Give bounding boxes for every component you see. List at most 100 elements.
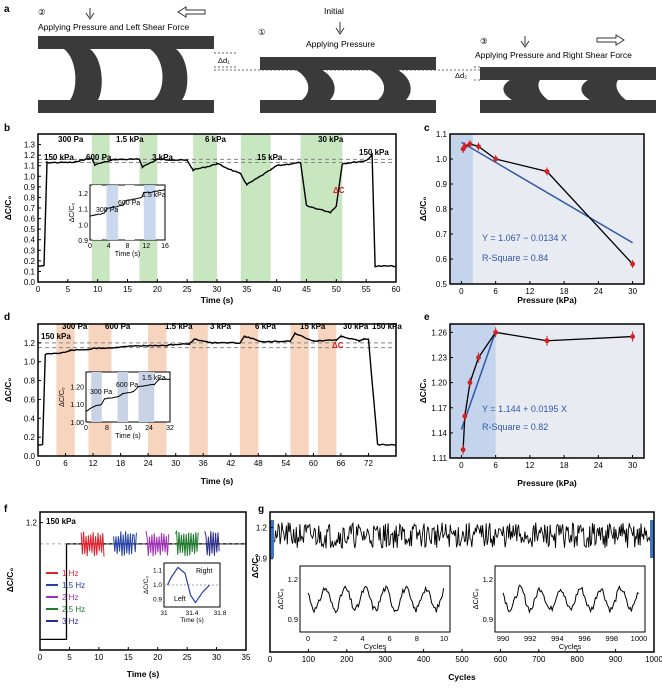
x-tick-label: 18: [116, 459, 125, 468]
x-tick-label: 30: [628, 461, 637, 470]
pb-band: [300, 134, 343, 282]
down-arrow-icon: [520, 36, 530, 48]
left-arrow-icon: [177, 6, 206, 18]
y-tick-label: 0.2: [24, 257, 36, 266]
y-tick-label: 1.11: [432, 454, 448, 463]
pc-fit-equation: Y = 1.067 − 0.0134 X: [482, 233, 567, 243]
y-tick-label: 0.6: [24, 215, 36, 224]
x-tick-label: 700: [532, 655, 546, 664]
y-tick-label: 0.6: [436, 255, 448, 264]
pe-low-pressure-band: [450, 324, 496, 458]
pb-bands: [91, 134, 343, 282]
x-tick-label: 0: [459, 287, 464, 296]
pd-band: [290, 324, 309, 456]
pf-burst: [145, 530, 170, 557]
pf-frame: [39, 511, 247, 651]
y-tick-label: 0.4: [24, 236, 36, 245]
pc-data-point: [462, 144, 468, 149]
y-tick-label: 0.5: [24, 225, 36, 234]
pb-inset-ytick: 0.9: [78, 238, 88, 245]
pd-annot-600pa: 600 Pa: [105, 322, 131, 331]
pf-inset-ylabel: ΔC/C₀: [143, 576, 150, 595]
x-tick-label: 6: [63, 459, 68, 468]
pd-band: [189, 324, 208, 456]
pb-annot-300pa: 300 Pa: [58, 135, 84, 144]
x-tick-label: 60: [309, 459, 318, 468]
pe-fit-equation: Y = 1.144 + 0.0195 X: [482, 404, 567, 414]
pg-cycles-trace: [271, 521, 653, 550]
x-tick-label: 800: [571, 655, 585, 664]
pg-inset-ylabel: ΔC/C₀: [471, 588, 480, 609]
pc-data-point: [544, 169, 550, 174]
delta-d1-label: Δd₁: [218, 56, 230, 65]
y-tick-label: 0.8: [24, 377, 36, 386]
pc-fit-r-square: R-Square = 0.84: [482, 253, 548, 263]
y-tick-label: 1.20: [431, 379, 447, 388]
panel-letter-c: c: [424, 123, 430, 134]
panel-e-chart: 0 6 12 18 24 30 1.11 1.14 1.17 1.20 1.23 1.26 Press…: [418, 323, 645, 488]
pg-inset-ytick: 0.9: [483, 615, 493, 624]
right-arrow-icon: [596, 34, 625, 46]
down-arrow-icon: [335, 22, 345, 35]
pf-inset-xtick: 31.8: [214, 610, 227, 617]
pd-inset-band: [117, 372, 128, 422]
pc-fit-line: [461, 141, 633, 244]
y-tick-label: 1.2: [24, 339, 36, 348]
x-tick-label: 40: [272, 285, 281, 294]
y-tick-label: 0.9: [24, 183, 36, 192]
pg-inset-xtick: 8: [415, 634, 419, 643]
pf-legend-label: 2.5 Hz: [62, 605, 85, 614]
pf-inset-ytick: 0.9: [153, 597, 162, 604]
state-2-label: Applying Pressure and Left Shear Force: [38, 22, 189, 32]
pb-inset-label: 300 Pa: [96, 207, 118, 214]
pb-inset-ytick: 1.0: [78, 222, 88, 229]
y-tick-label: 0.4: [24, 414, 36, 423]
panel-c-chart: 0 6 12 18 24 30 0.5 0.6 0.7 0.8 0.9 1.0 1.1 Pressure…: [418, 130, 645, 305]
pf-inset-ytick: 1.1: [153, 567, 162, 574]
pe-data-point: [462, 413, 468, 419]
pc-series: [460, 140, 635, 268]
x-tick-label: 15: [123, 285, 132, 294]
x-tick-label: 18: [560, 461, 569, 470]
panel-letter-f: f: [4, 504, 8, 515]
x-tick-label: 54: [281, 459, 290, 468]
state-2-structure: [38, 36, 214, 113]
pd-inset-line: [85, 377, 171, 412]
pf-inset-xtick: 31.4: [186, 610, 199, 617]
pd-annot-3kpa: 3 kPa: [210, 322, 231, 331]
pc-bg: [450, 134, 644, 284]
pd-inset-xlabel: Time (s): [115, 433, 140, 440]
pg-ylabel: ΔC/C₀: [250, 554, 260, 579]
pb-xlabel: Time (s): [201, 295, 234, 305]
y-tick-label: 0.8: [436, 205, 448, 214]
y-tick-label: 1.0: [436, 155, 448, 164]
pe-fit-line: [460, 331, 497, 430]
pb-annot-150kpa-start: 150 kPa: [44, 153, 74, 162]
pg-inset-xlabel: Cycles: [364, 642, 387, 651]
x-tick-label: 12: [525, 461, 534, 470]
x-tick-label: 66: [336, 459, 345, 468]
pb-inset-band: [92, 185, 102, 240]
x-tick-label: 0: [459, 461, 464, 470]
delta-d2-label: Δd₂: [455, 71, 467, 80]
state-1-top-label: Initial: [324, 6, 344, 16]
pd-annot-150kpa-start: 150 kPa: [41, 332, 71, 341]
pd-inset-label: 600 Pa: [116, 382, 138, 389]
state-1-number: ①: [258, 27, 266, 37]
pg-inset-xtick: 6: [388, 634, 392, 643]
y-tick-label: 0.6: [24, 395, 36, 404]
x-tick-label: 24: [144, 459, 153, 468]
pf-ylabel: ΔC/C₀: [5, 568, 15, 593]
y-tick-label: 1.2: [26, 519, 38, 528]
pb-inset-band: [106, 185, 119, 240]
pe-data-point: [460, 447, 466, 453]
pb-annot-600pa: 600 Pa: [86, 153, 112, 162]
pg-inset-xtick: 0: [306, 634, 310, 643]
pd-inset-ylabel: ΔC/C₀: [59, 387, 66, 407]
x-tick-label: 48: [254, 459, 263, 468]
x-tick-label: 30: [171, 459, 180, 468]
y-tick-label: 1.1: [24, 162, 36, 171]
panel-letter-d: d: [4, 312, 10, 323]
pb-inset-ytick: 1.1: [78, 207, 88, 214]
